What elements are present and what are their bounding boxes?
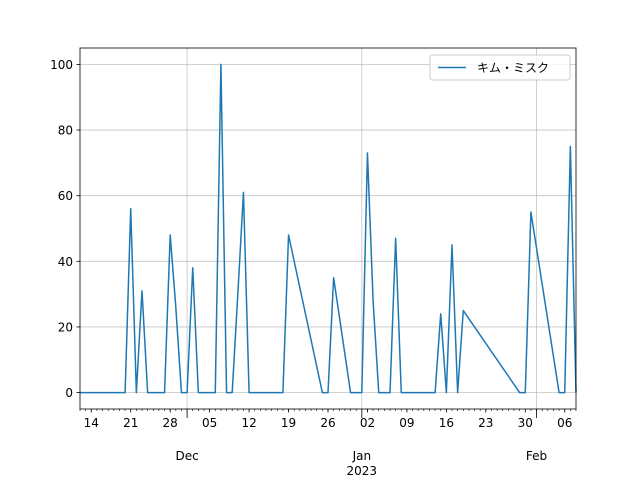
legend: キム・ミスク <box>429 54 571 81</box>
x-month-label: Feb <box>526 449 547 463</box>
legend-label: キム・ミスク <box>477 61 549 75</box>
x-month-label: Dec <box>175 449 198 463</box>
x-tick-label: 23 <box>478 416 493 430</box>
x-tick-label: 30 <box>518 416 533 430</box>
y-tick-label: 40 <box>58 255 73 269</box>
x-tick-label: 06 <box>557 416 572 430</box>
x-tick-label: 26 <box>320 416 335 430</box>
y-tick-label: 20 <box>58 320 73 334</box>
y-tick-label: 80 <box>58 124 73 138</box>
x-tick-label: 05 <box>202 416 217 430</box>
x-tick-label: 02 <box>360 416 375 430</box>
x-year-label: 2023 <box>347 464 378 478</box>
x-tick-label: 16 <box>439 416 454 430</box>
x-month-label: Jan <box>352 449 372 463</box>
x-tick-label: 28 <box>163 416 178 430</box>
axes: 0 20 40 60 80 100 14 21 28 05 12 19 26 02 09 16 23 30 06 De… <box>50 58 577 478</box>
x-tick-label: 21 <box>123 416 138 430</box>
y-tick-label: 60 <box>58 189 73 203</box>
x-tick-label: 19 <box>281 416 296 430</box>
series-layer <box>80 63 577 394</box>
legend-box <box>429 54 571 81</box>
x-tick-label: 12 <box>241 416 256 430</box>
y-tick-label: 100 <box>50 58 73 72</box>
x-tick-label: 09 <box>399 416 414 430</box>
x-tick-label: 14 <box>84 416 99 430</box>
series-line <box>80 63 577 394</box>
y-tick-label: 0 <box>65 386 73 400</box>
